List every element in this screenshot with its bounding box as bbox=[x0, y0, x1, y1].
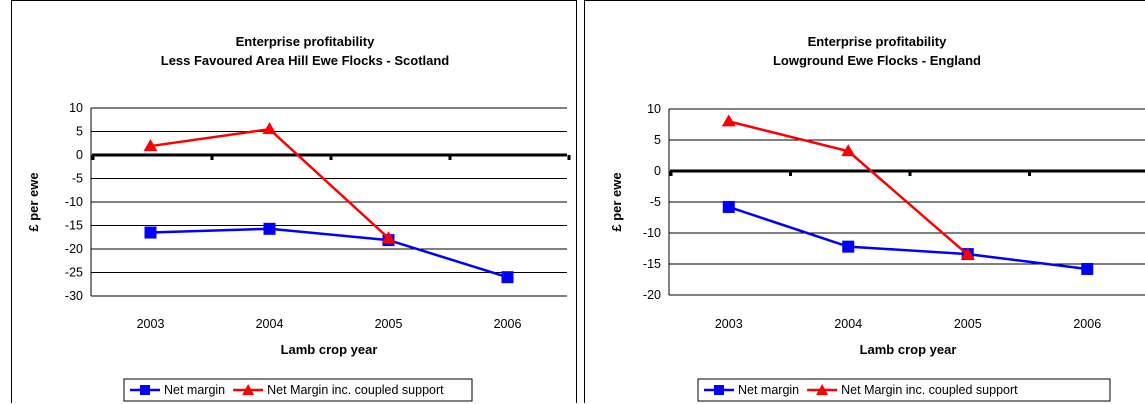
legend-label: Net Margin inc. coupled support bbox=[841, 383, 1018, 397]
legend-label: Net Margin inc. coupled support bbox=[267, 383, 444, 397]
x-tick-label: 2004 bbox=[834, 317, 862, 331]
y-tick-label: -15 bbox=[65, 219, 83, 233]
x-tick-label: 2004 bbox=[256, 317, 284, 331]
chart-title: Enterprise profitability bbox=[808, 34, 947, 49]
line-chart-england: Enterprise profitability Lowground Ewe Fl… bbox=[609, 34, 1145, 402]
y-tick-label: 10 bbox=[647, 102, 661, 116]
x-tick-label: 2005 bbox=[375, 317, 403, 331]
x-tick-label: 2006 bbox=[1073, 317, 1101, 331]
chart-panel-england: Enterprise profitability Lowground Ewe Fl… bbox=[584, 0, 1145, 403]
data-point-net-margin-coupled-support bbox=[381, 231, 396, 244]
legend-marker-triangle bbox=[816, 384, 829, 395]
y-tick-label: -10 bbox=[643, 226, 661, 240]
data-point-net-margin-coupled-support bbox=[143, 139, 158, 152]
y-tick-label: -30 bbox=[65, 289, 83, 303]
data-point-net-margin-coupled-support bbox=[262, 122, 277, 135]
y-tick-label: -5 bbox=[650, 195, 661, 209]
series-line-net-margin bbox=[728, 205, 1088, 271]
data-point-net-margin bbox=[501, 271, 514, 284]
y-tick-label: 10 bbox=[69, 101, 83, 115]
x-axis-label: Lamb crop year bbox=[281, 342, 378, 357]
y-tick-label: 0 bbox=[76, 148, 83, 162]
y-tick-label: 5 bbox=[654, 133, 661, 147]
y-tick-label: -20 bbox=[643, 288, 661, 302]
y-axis-label: £ per ewe bbox=[26, 172, 41, 231]
y-tick-label: 5 bbox=[76, 125, 83, 139]
data-point-net-margin bbox=[144, 226, 157, 239]
chart-subtitle: Less Favoured Area Hill Ewe Flocks - Sco… bbox=[161, 53, 450, 68]
data-point-net-margin-coupled-support bbox=[841, 144, 856, 157]
line-chart-scotland: Enterprise profitability Less Favoured Ar… bbox=[26, 34, 571, 402]
y-tick-label: -20 bbox=[65, 242, 83, 256]
series-line-net-margin-coupled-support bbox=[150, 127, 390, 240]
y-tick-label: -25 bbox=[65, 266, 83, 280]
legend-marker-square bbox=[714, 385, 724, 395]
y-tick-label: -10 bbox=[65, 195, 83, 209]
data-point-net-margin bbox=[263, 222, 276, 235]
y-tick-label: 0 bbox=[654, 164, 661, 178]
series-line-net-margin bbox=[150, 227, 508, 279]
x-tick-label: 2006 bbox=[494, 317, 522, 331]
chart-title: Enterprise profitability bbox=[236, 34, 375, 49]
legend-label: Net margin bbox=[738, 383, 799, 397]
data-point-net-margin bbox=[1081, 262, 1094, 275]
data-point-net-margin bbox=[842, 240, 855, 253]
data-point-net-margin-coupled-support bbox=[721, 114, 736, 127]
x-tick-label: 2003 bbox=[715, 317, 743, 331]
legend-box bbox=[123, 378, 473, 402]
legend-label: Net margin bbox=[164, 383, 225, 397]
x-axis-label: Lamb crop year bbox=[860, 342, 957, 357]
data-point-net-margin bbox=[722, 200, 735, 213]
chart-subtitle: Lowground Ewe Flocks - England bbox=[773, 53, 981, 68]
y-tick-label: -5 bbox=[72, 172, 83, 186]
x-tick-label: 2005 bbox=[954, 317, 982, 331]
data-point-net-margin-coupled-support bbox=[960, 247, 975, 260]
legend-box bbox=[697, 378, 1111, 402]
y-axis-label: £ per ewe bbox=[609, 172, 624, 231]
series-line-net-margin-coupled-support bbox=[728, 120, 969, 256]
chart-panel-scotland: Enterprise profitability Less Favoured Ar… bbox=[11, 0, 577, 403]
y-tick-label: -15 bbox=[643, 257, 661, 271]
legend-marker-square bbox=[140, 385, 150, 395]
x-tick-label: 2003 bbox=[137, 317, 165, 331]
legend-marker-triangle bbox=[242, 384, 255, 395]
